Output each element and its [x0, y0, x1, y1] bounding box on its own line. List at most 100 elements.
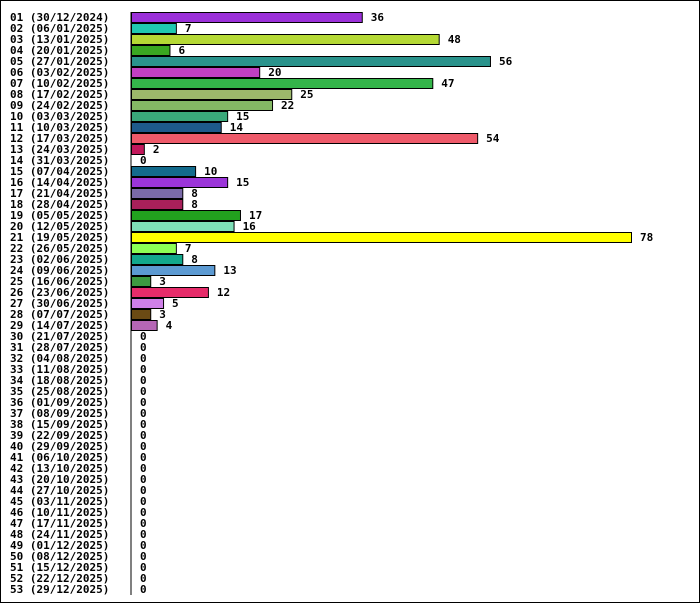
category-label: 17 (21/04/2025)	[10, 187, 109, 200]
category-label: 38 (15/09/2025)	[10, 418, 109, 431]
value-label: 0	[140, 451, 147, 464]
value-label: 0	[140, 495, 147, 508]
category-label: 24 (09/06/2025)	[10, 264, 109, 277]
category-label: 01 (30/12/2024)	[10, 11, 109, 24]
value-label: 0	[140, 440, 147, 453]
value-label: 0	[140, 484, 147, 497]
value-label: 5	[172, 297, 179, 310]
bar	[131, 320, 158, 331]
value-label: 0	[140, 517, 147, 530]
value-label: 54	[486, 132, 500, 145]
category-label: 42 (13/10/2025)	[10, 462, 109, 475]
value-label: 15	[236, 110, 249, 123]
category-label: 52 (22/12/2025)	[10, 572, 109, 585]
value-label: 0	[140, 583, 147, 596]
category-label: 20 (12/05/2025)	[10, 220, 109, 233]
category-label: 21 (19/05/2025)	[10, 231, 109, 244]
category-label: 30 (21/07/2025)	[10, 330, 109, 343]
bar	[131, 265, 216, 276]
bar	[131, 78, 434, 89]
value-label: 0	[140, 385, 147, 398]
bar	[131, 144, 145, 155]
category-label: 11 (10/03/2025)	[10, 121, 109, 134]
bar	[131, 45, 171, 56]
category-label: 49 (01/12/2025)	[10, 539, 109, 552]
category-label: 44 (27/10/2025)	[10, 484, 109, 497]
bar	[131, 210, 241, 221]
value-label: 0	[140, 462, 147, 475]
value-label: 0	[140, 506, 147, 519]
value-label: 15	[236, 176, 249, 189]
category-label: 35 (25/08/2025)	[10, 385, 109, 398]
bar	[131, 188, 184, 199]
value-label: 0	[140, 341, 147, 354]
category-label: 03 (13/01/2025)	[10, 33, 109, 46]
value-label: 8	[191, 198, 198, 211]
value-label: 0	[140, 374, 147, 387]
value-label: 22	[281, 99, 294, 112]
value-label: 0	[140, 352, 147, 365]
category-label: 09 (24/02/2025)	[10, 99, 109, 112]
bar	[131, 23, 177, 34]
category-label: 26 (23/06/2025)	[10, 286, 109, 299]
value-label: 0	[140, 561, 147, 574]
value-label: 48	[448, 33, 461, 46]
category-label: 33 (11/08/2025)	[10, 363, 109, 376]
bar	[131, 89, 293, 100]
category-label: 43 (20/10/2025)	[10, 473, 109, 486]
value-label: 7	[185, 242, 192, 255]
category-label: 28 (07/07/2025)	[10, 308, 109, 321]
value-label: 0	[140, 396, 147, 409]
bar	[131, 287, 209, 298]
category-label: 31 (28/07/2025)	[10, 341, 109, 354]
value-label: 78	[640, 231, 653, 244]
bar	[131, 254, 184, 265]
category-label: 32 (04/08/2025)	[10, 352, 109, 365]
category-label: 40 (29/09/2025)	[10, 440, 109, 453]
value-label: 0	[140, 154, 147, 167]
value-label: 0	[140, 473, 147, 486]
category-label: 04 (20/01/2025)	[10, 44, 109, 57]
category-label: 37 (08/09/2025)	[10, 407, 109, 420]
bar	[131, 111, 229, 122]
category-label: 12 (17/03/2025)	[10, 132, 109, 145]
category-label: 23 (02/06/2025)	[10, 253, 109, 266]
bar	[131, 12, 363, 23]
value-label: 8	[191, 187, 198, 200]
category-label: 07 (10/02/2025)	[10, 77, 109, 90]
bar	[131, 122, 222, 133]
category-label: 06 (03/02/2025)	[10, 66, 109, 79]
value-label: 3	[159, 308, 166, 321]
value-label: 0	[140, 418, 147, 431]
value-label: 0	[140, 550, 147, 563]
bar	[131, 100, 274, 111]
value-label: 8	[191, 253, 198, 266]
category-label: 05 (27/01/2025)	[10, 55, 109, 68]
value-label: 0	[140, 363, 147, 376]
category-label: 15 (07/04/2025)	[10, 165, 109, 178]
bar	[131, 67, 261, 78]
category-label: 22 (26/05/2025)	[10, 242, 109, 255]
category-label: 47 (17/11/2025)	[10, 517, 109, 530]
category-label: 41 (06/10/2025)	[10, 451, 109, 464]
value-label: 20	[268, 66, 281, 79]
category-label: 08 (17/02/2025)	[10, 88, 109, 101]
bar	[131, 199, 184, 210]
bar	[131, 221, 235, 232]
category-label: 10 (03/03/2025)	[10, 110, 109, 123]
value-label: 0	[140, 330, 147, 343]
value-label: 16	[243, 220, 257, 233]
category-label: 46 (10/11/2025)	[10, 506, 109, 519]
value-label: 13	[223, 264, 236, 277]
category-label: 25 (16/06/2025)	[10, 275, 109, 288]
value-label: 4	[166, 319, 173, 332]
category-label: 36 (01/09/2025)	[10, 396, 109, 409]
bar	[131, 133, 479, 144]
value-label: 47	[441, 77, 454, 90]
bar	[131, 166, 197, 177]
value-label: 3	[159, 275, 166, 288]
category-label: 50 (08/12/2025)	[10, 550, 109, 563]
bar	[131, 177, 229, 188]
bar	[131, 243, 177, 254]
